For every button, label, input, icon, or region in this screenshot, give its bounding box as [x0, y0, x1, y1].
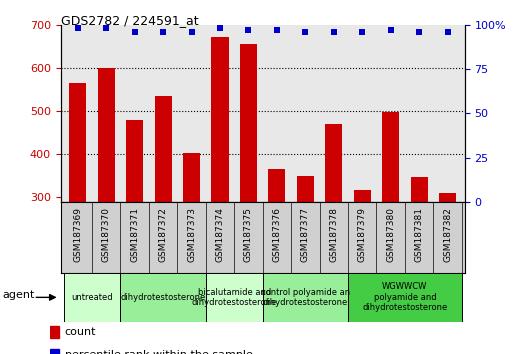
Bar — [155, 96, 172, 327]
Text: percentile rank within the sample: percentile rank within the sample — [64, 350, 252, 354]
Point — [73, 25, 82, 31]
Bar — [50, 349, 59, 354]
Point — [187, 29, 196, 35]
Bar — [183, 153, 200, 327]
Text: dihydrotestosterone: dihydrotestosterone — [120, 293, 206, 302]
Text: control polyamide an
dihydrotestosterone: control polyamide an dihydrotestosterone — [261, 288, 350, 307]
Point — [159, 29, 167, 35]
Point — [102, 25, 110, 31]
Bar — [63, 273, 120, 322]
Bar — [354, 190, 371, 327]
Bar — [411, 177, 428, 327]
Point — [216, 25, 224, 31]
Text: bicalutamide and
dihydrotestosterone: bicalutamide and dihydrotestosterone — [192, 288, 277, 307]
Text: WGWWCW
polyamide and
dihydrotestosterone: WGWWCW polyamide and dihydrotestosterone — [362, 282, 448, 312]
Bar — [348, 273, 462, 322]
Text: GSM187373: GSM187373 — [187, 207, 196, 262]
Text: GSM187374: GSM187374 — [215, 207, 224, 262]
Bar — [126, 120, 143, 327]
Text: GSM187372: GSM187372 — [158, 207, 167, 262]
Point — [444, 29, 452, 35]
Point — [358, 29, 366, 35]
Bar — [206, 273, 262, 322]
Point — [386, 27, 395, 33]
Point — [329, 29, 338, 35]
Bar — [69, 83, 86, 327]
Text: GSM187381: GSM187381 — [414, 207, 423, 262]
Point — [272, 27, 281, 33]
Bar — [325, 124, 342, 327]
Text: count: count — [64, 327, 96, 337]
Text: GSM187376: GSM187376 — [272, 207, 281, 262]
Bar — [297, 176, 314, 327]
Text: agent: agent — [3, 290, 35, 300]
Bar — [439, 193, 456, 327]
Bar — [382, 112, 399, 327]
Text: GSM187371: GSM187371 — [130, 207, 139, 262]
Bar — [262, 273, 348, 322]
Bar — [212, 37, 229, 327]
Point — [130, 29, 139, 35]
Text: GSM187380: GSM187380 — [386, 207, 395, 262]
Point — [301, 29, 309, 35]
Text: GSM187382: GSM187382 — [443, 207, 452, 262]
Point — [244, 27, 253, 33]
Text: GSM187377: GSM187377 — [301, 207, 310, 262]
Bar — [120, 273, 206, 322]
Bar — [268, 169, 286, 327]
Text: GSM187379: GSM187379 — [358, 207, 367, 262]
Text: GSM187369: GSM187369 — [73, 207, 82, 262]
Text: GSM187375: GSM187375 — [244, 207, 253, 262]
Text: GSM187370: GSM187370 — [102, 207, 111, 262]
Text: GDS2782 / 224591_at: GDS2782 / 224591_at — [61, 14, 199, 27]
Bar — [98, 68, 115, 327]
Text: untreated: untreated — [71, 293, 113, 302]
Point — [415, 29, 423, 35]
Text: GSM187378: GSM187378 — [329, 207, 338, 262]
Bar — [240, 44, 257, 327]
Bar — [50, 326, 59, 338]
